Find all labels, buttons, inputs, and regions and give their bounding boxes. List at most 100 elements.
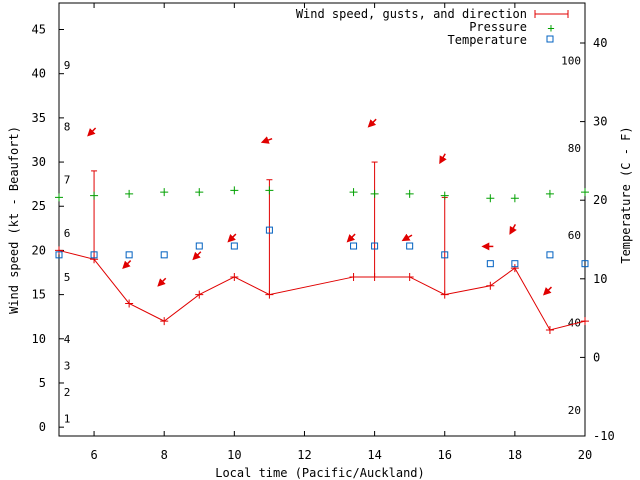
temperature-point-5	[230, 242, 238, 250]
pressure-point-7	[349, 188, 358, 197]
y-tick-label-4: 20	[32, 243, 46, 257]
wind-direction-arrow-9	[439, 153, 447, 165]
legend: Wind speed, gusts, and direction Pressur…	[296, 7, 569, 47]
y-tick-label-3: 15	[32, 288, 46, 302]
pressure-point-6	[265, 186, 274, 195]
wind-point-8	[370, 272, 379, 281]
beaufort-label-3: 4	[64, 333, 71, 346]
temperature-point-6	[265, 226, 273, 234]
wind-direction-arrow-2	[157, 277, 167, 287]
wind-point-13	[545, 325, 554, 334]
x-axis-label: Local time (Pacific/Auckland)	[215, 466, 425, 480]
temperature-point-3	[160, 251, 168, 259]
pressure-point-2	[125, 189, 134, 198]
pressure-point-12	[510, 194, 519, 203]
pressure-point-8	[370, 189, 379, 198]
temp-c-label-2: 10	[593, 272, 607, 286]
wind-point-1	[90, 255, 99, 264]
temperature-point-1	[90, 251, 98, 259]
x-tick-label-5: 16	[438, 448, 452, 462]
wind-direction-arrow-3	[192, 251, 202, 261]
legend-marker-pressure: +	[547, 21, 554, 35]
x-tick-label-3: 12	[297, 448, 311, 462]
axis-ticks	[59, 3, 586, 437]
temp-c-label-4: 30	[593, 115, 607, 129]
y-tick-label-6: 30	[32, 155, 46, 169]
wind-direction-arrow-6	[346, 233, 356, 243]
pressure-point-4	[195, 188, 204, 197]
pressure-point-13	[545, 189, 554, 198]
pressure-point-3	[160, 188, 169, 197]
x-tick-label-6: 18	[508, 448, 522, 462]
legend-label-pressure: Pressure	[469, 20, 527, 34]
beaufort-label-6: 7	[64, 174, 71, 187]
wind-point-10	[440, 290, 449, 299]
wind-point-11	[486, 281, 495, 290]
temp-c-label-3: 20	[593, 193, 607, 207]
wind-point-14	[581, 317, 589, 326]
wind-direction-arrow-5	[260, 136, 273, 144]
wind-point-9	[405, 272, 414, 281]
pressure-point-10	[440, 191, 449, 200]
temp-f-label-2: 60	[568, 229, 581, 242]
chart-marks	[55, 118, 589, 334]
wind-point-7	[349, 272, 358, 281]
y-tick-label-5: 25	[32, 199, 46, 213]
temperature-point-7	[350, 242, 358, 250]
y-tick-label-1: 5	[39, 376, 46, 390]
wind-direction-arrow-0	[87, 127, 97, 137]
wind-point-2	[125, 299, 134, 308]
temp-f-label-3: 80	[568, 142, 581, 155]
wind-direction-arrow-11	[509, 224, 517, 235]
wind-direction-arrow-7	[367, 118, 377, 128]
wind-direction-arrow-1	[122, 260, 132, 270]
pressure-point-1	[90, 191, 99, 200]
pressure-point-5	[230, 186, 239, 195]
temperature-point-4	[195, 242, 203, 250]
wind-point-0	[55, 246, 63, 255]
pressure-point-14	[581, 188, 589, 197]
y-tick-label-9: 45	[32, 23, 46, 37]
wind-direction-arrow-8	[401, 233, 413, 242]
temp-f-label-4: 100	[561, 54, 581, 67]
temperature-point-8	[371, 242, 379, 250]
temperature-point-9	[406, 242, 414, 250]
temperature-point-10	[441, 251, 449, 259]
temperature-point-14	[581, 260, 589, 268]
x-tick-label-1: 8	[161, 448, 168, 462]
x-tick-label-7: 20	[578, 448, 592, 462]
temperature-point-12	[511, 260, 519, 268]
beaufort-label-1: 2	[64, 386, 71, 399]
x-tick-label-0: 6	[90, 448, 97, 462]
temp-c-label-0: -10	[593, 429, 615, 443]
beaufort-label-5: 6	[64, 227, 71, 240]
plot-frame	[58, 2, 586, 437]
legend-label-temperature: Temperature	[448, 33, 527, 47]
axis-tick-labels: 6 8 10 12 14 16 18 2005101520253035404512345678…	[32, 23, 615, 462]
x-tick-label-2: 10	[227, 448, 241, 462]
temp-c-label-1: 0	[593, 350, 600, 364]
y-axis-label-left: Wind speed (kt - Beaufort)	[7, 126, 21, 314]
temperature-point-0	[55, 251, 63, 259]
temperature-point-2	[125, 251, 133, 259]
temperature-point-13	[546, 251, 554, 259]
wind-point-12	[510, 264, 519, 273]
y-tick-label-0: 0	[39, 420, 46, 434]
pressure-point-9	[405, 189, 414, 198]
pressure-point-0	[55, 193, 63, 202]
beaufort-label-4: 5	[64, 271, 71, 284]
wind-direction-arrow-4	[227, 233, 237, 243]
wind-point-4	[195, 290, 204, 299]
y-axis-label-right: Temperature (C - F)	[619, 126, 633, 263]
y-tick-label-2: 10	[32, 332, 46, 346]
y-tick-label-8: 40	[32, 67, 46, 81]
x-tick-label-4: 14	[367, 448, 381, 462]
wind-point-3	[160, 317, 169, 326]
pressure-point-11	[486, 194, 495, 203]
legend-marker-temperature	[546, 35, 554, 43]
y-tick-label-7: 35	[32, 111, 46, 125]
temp-c-label-5: 40	[593, 36, 607, 50]
beaufort-label-7: 8	[64, 121, 71, 134]
wind-point-6	[265, 290, 274, 299]
